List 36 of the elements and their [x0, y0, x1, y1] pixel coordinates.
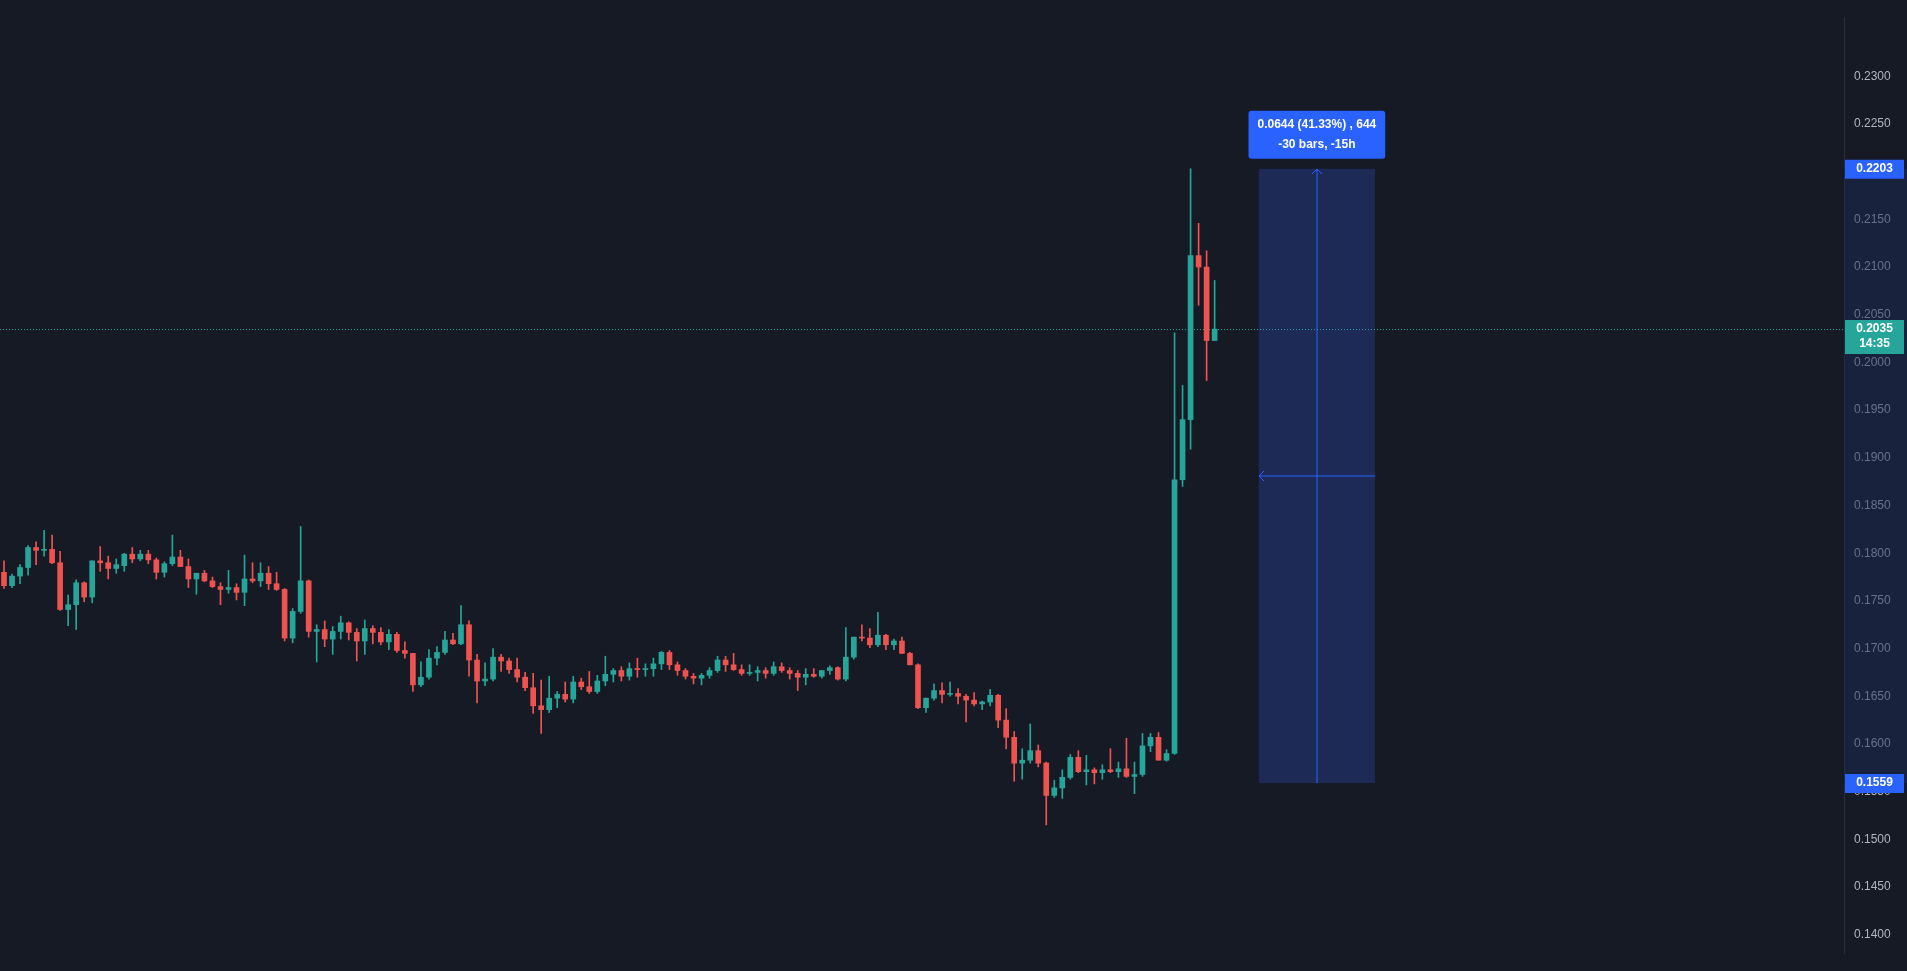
y-tick-label: 0.1600: [1854, 736, 1892, 751]
y-tick-label: 0.2100: [1854, 259, 1892, 274]
y-tick-label: 0.1650: [1854, 688, 1892, 703]
band-label: 0.0644 (41.33%) , 644 -30 bars, -15h: [1257, 117, 1377, 152]
y-tick-label: 0.1750: [1854, 593, 1892, 608]
y-tick-label: 0.2050: [1854, 307, 1892, 322]
candlestick: [498, 653, 504, 672]
y-tick-label: 0.1700: [1854, 640, 1892, 655]
candlestick: [810, 668, 817, 678]
ref-line-label: 0.2035 14:35: [1856, 321, 1894, 351]
candlestick: [963, 694, 969, 723]
candlestick: [802, 668, 809, 686]
y-tick-label: 0.2250: [1854, 116, 1892, 131]
candlestick: [602, 655, 609, 687]
y-tick-label: 0.1950: [1854, 402, 1892, 417]
candlestick: [947, 681, 953, 697]
y-tick-label: 0.2000: [1854, 354, 1892, 369]
candlestick: [65, 594, 71, 627]
candlestick: [538, 679, 544, 734]
y-tick-label: 0.1800: [1854, 545, 1892, 560]
candlestick: [794, 670, 801, 691]
text: 0.2203: [1856, 161, 1894, 176]
y-tick-label: 0.1500: [1854, 831, 1892, 846]
candlestick: [955, 688, 961, 705]
text: 0.1559: [1856, 775, 1894, 790]
y-tick-label: 0.1400: [1854, 927, 1892, 942]
y-tick-label: 0.2300: [1854, 68, 1892, 83]
candlestick: [369, 625, 376, 645]
candlestick: [313, 624, 320, 663]
candlestick: [41, 530, 47, 557]
y-tick-label: 0.1450: [1854, 879, 1892, 894]
y-tick-label: 0.2150: [1854, 211, 1892, 226]
candlestick: [1019, 748, 1026, 780]
y-tick-label: 0.1850: [1854, 497, 1892, 512]
y-tick-label: 0.1900: [1854, 450, 1892, 465]
candlestick: [33, 541, 39, 565]
